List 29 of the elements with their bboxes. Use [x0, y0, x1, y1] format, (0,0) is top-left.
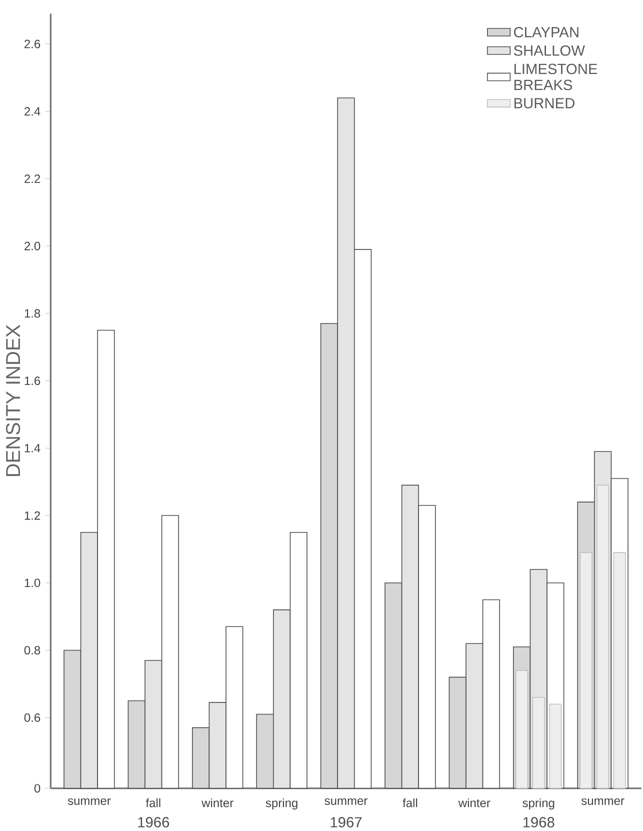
- y-tick-label: 2.2: [24, 174, 40, 183]
- y-tick-label: 0.6: [24, 713, 40, 722]
- x-tick-label: spring: [522, 798, 554, 810]
- legend-label: SHALLOW: [514, 45, 585, 56]
- y-tick-label: 1.2: [24, 511, 40, 520]
- legend-label: LIMESTONE BREAKS: [514, 64, 598, 90]
- y-tick-label: 2.4: [24, 107, 40, 116]
- x-tick-label: winter: [202, 798, 234, 808]
- x-tick-label: fall: [146, 798, 160, 808]
- legend-label: CLAYPAN: [514, 27, 578, 38]
- x-tick-label: summer: [68, 798, 111, 805]
- x-tick-label: summer: [324, 798, 368, 805]
- y-tick-label: 0.8: [24, 646, 40, 654]
- y-tick-label: 1.0: [24, 578, 40, 588]
- x-tick-label: summer: [581, 798, 624, 805]
- legend-label: BURNED: [514, 98, 574, 108]
- y-axis-title: DENSITY INDEX: [6, 324, 20, 476]
- y-tick-label: 1.8: [24, 309, 40, 318]
- y-tick-label: 2.6: [24, 40, 40, 48]
- text: 1967: [330, 817, 362, 828]
- x-tick-label: winter: [458, 798, 490, 808]
- y-tick-label: 1.4: [24, 444, 40, 452]
- text: 1968: [523, 817, 554, 828]
- text: 1966: [138, 817, 170, 828]
- y-tick-label: 0: [34, 784, 40, 793]
- y-tick-label: 1.6: [24, 376, 40, 386]
- y-tick-label: 2.0: [24, 242, 40, 250]
- x-tick-label: fall: [402, 798, 418, 808]
- x-tick-label: spring: [266, 798, 298, 810]
